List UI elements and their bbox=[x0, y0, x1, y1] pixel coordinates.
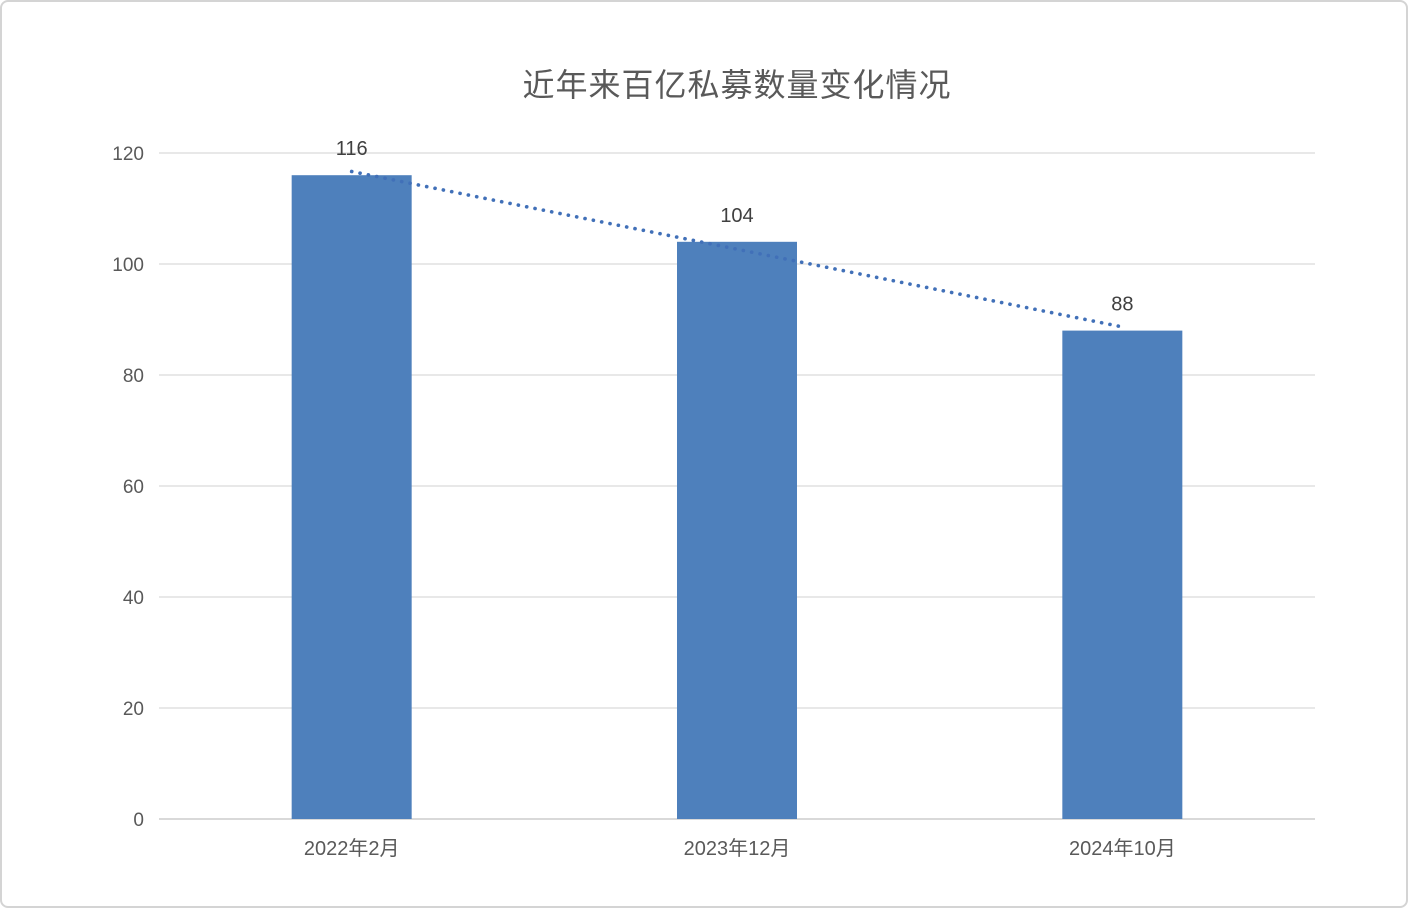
bar bbox=[677, 241, 797, 820]
x-axis-category-label: 2023年12月 bbox=[684, 837, 791, 860]
x-axis-category-label: 2022年2月 bbox=[304, 837, 400, 860]
x-axis-category-label: 2024年10月 bbox=[1069, 837, 1176, 860]
bar-value-label: 104 bbox=[720, 205, 753, 227]
bar bbox=[291, 175, 412, 819]
y-axis-tick-label: 80 bbox=[123, 366, 144, 387]
y-axis-tick-label: 20 bbox=[123, 699, 144, 720]
y-axis-tick-label: 60 bbox=[123, 477, 144, 498]
bar-value-label: 88 bbox=[1111, 294, 1133, 316]
trendline-dotted bbox=[349, 169, 1125, 329]
bar-value-label: 116 bbox=[336, 138, 368, 160]
bar bbox=[1062, 330, 1183, 819]
y-axis-tick-label: 40 bbox=[123, 588, 144, 609]
y-axis-tick-label: 0 bbox=[133, 810, 144, 831]
y-axis-tick-label: 120 bbox=[112, 144, 144, 165]
y-axis-tick-label: 100 bbox=[112, 255, 144, 276]
chart-title: 近年来百亿私募数量变化情况 bbox=[522, 66, 952, 104]
